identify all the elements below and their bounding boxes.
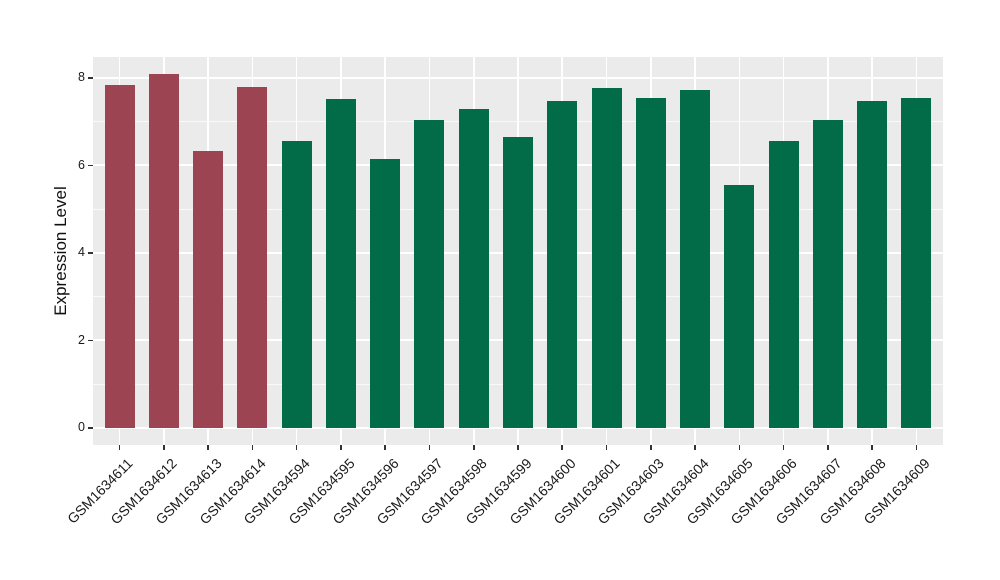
x-axis-tick: [251, 445, 254, 450]
bar-GSM1634613: [193, 150, 224, 428]
y-axis-title: Expression Level: [51, 186, 70, 316]
x-axis-tick: [517, 445, 519, 450]
x-axis-tick: [384, 445, 386, 450]
bar-GSM1634597: [414, 119, 445, 428]
y-tick-label: 4: [78, 245, 85, 260]
bar-GSM1634603: [635, 97, 666, 428]
x-axis-tick: [827, 445, 829, 450]
bar-GSM1634604: [680, 90, 711, 428]
x-axis-tick: [340, 445, 342, 450]
x-axis-tick: [650, 445, 652, 450]
gridline-minor: [93, 121, 943, 123]
x-axis-tick: [472, 445, 475, 450]
bar-GSM1634612: [148, 74, 179, 428]
x-axis-tick: [605, 445, 608, 450]
y-tick-label: 2: [78, 332, 85, 347]
bar-GSM1634594: [281, 140, 312, 428]
x-axis-tick: [163, 445, 165, 450]
x-axis-tick: [871, 445, 873, 450]
x-axis-tick: [295, 445, 298, 450]
x-axis-tick: [428, 445, 431, 450]
bar-GSM1634598: [458, 108, 489, 428]
bar-GSM1634611: [104, 85, 135, 428]
gridline-major: [93, 76, 943, 79]
bar-GSM1634607: [812, 119, 843, 428]
x-axis-tick: [561, 445, 564, 450]
gridline-major: [93, 426, 943, 429]
bar-GSM1634605: [724, 184, 755, 428]
y-axis-tick: [88, 164, 93, 167]
y-axis-tick: [88, 77, 93, 79]
bar-GSM1634595: [325, 98, 356, 428]
y-axis-tick: [88, 339, 93, 342]
y-axis-tick: [88, 252, 93, 254]
bar-GSM1634606: [768, 141, 799, 428]
y-tick-label: 8: [78, 70, 85, 85]
bar-GSM1634600: [547, 100, 578, 428]
y-tick-label: 6: [78, 157, 85, 172]
x-axis-tick: [782, 445, 785, 450]
x-axis-tick: [694, 445, 696, 450]
x-axis-tick: [207, 445, 209, 450]
x-axis-tick: [915, 445, 918, 450]
x-axis-tick: [118, 445, 121, 450]
bar-GSM1634608: [857, 100, 888, 428]
bar-GSM1634601: [591, 88, 622, 428]
bar-GSM1634599: [503, 137, 533, 428]
y-axis-tick: [88, 427, 93, 429]
plot-panel: [93, 57, 943, 445]
x-axis-tick: [738, 445, 741, 450]
bar-GSM1634609: [901, 98, 932, 428]
bar-GSM1634596: [370, 159, 401, 428]
bar-GSM1634614: [237, 86, 268, 428]
y-tick-label: 0: [78, 420, 85, 435]
